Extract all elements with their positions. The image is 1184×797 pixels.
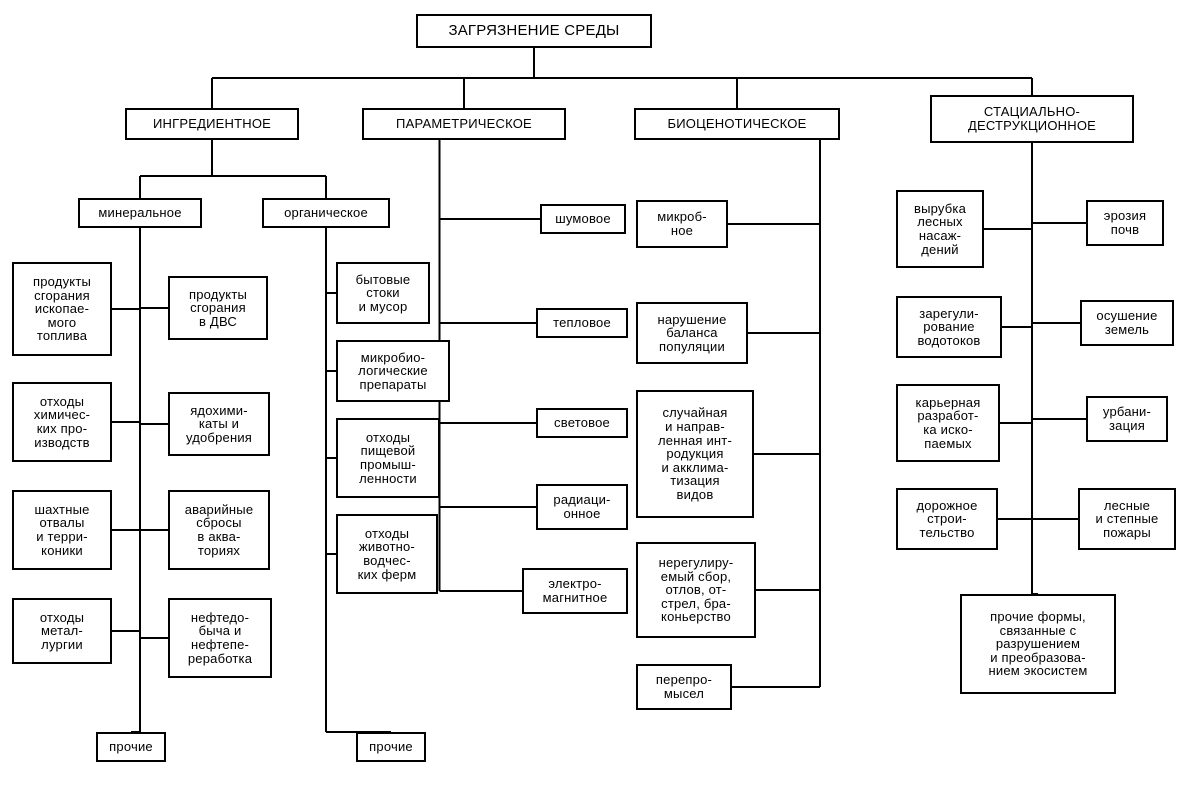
node-s4r: лесныеи степныепожары bbox=[1078, 488, 1176, 550]
node-dvs: продуктысгоранияв ДВС bbox=[168, 276, 268, 340]
node-o1: бытовыестокии мусор bbox=[336, 262, 430, 324]
node-p3: световое bbox=[536, 408, 628, 438]
node-p1: шумовое bbox=[540, 204, 626, 234]
node-s5: прочие формы,связанные сразрушениеми пре… bbox=[960, 594, 1116, 694]
node-s1l: вырубкалесныхнасаж-дений bbox=[896, 190, 984, 268]
node-o2: микробио-логическиепрепараты bbox=[336, 340, 450, 402]
node-o5: прочие bbox=[356, 732, 426, 762]
node-b1: микроб-ное bbox=[636, 200, 728, 248]
node-m4: отходыметал-лургии bbox=[12, 598, 112, 664]
node-bioc: БИОЦЕНОТИЧЕСКОЕ bbox=[634, 108, 840, 140]
node-p5: электро-магнитное bbox=[522, 568, 628, 614]
node-param: ПАРАМЕТРИЧЕСКОЕ bbox=[362, 108, 566, 140]
node-b2: нарушениебалансапопуляции bbox=[636, 302, 748, 364]
node-organic: органическое bbox=[262, 198, 390, 228]
node-avar: аварийныесбросыв аква-ториях bbox=[168, 490, 270, 570]
node-s2l: зарегули-рованиеводотоков bbox=[896, 296, 1002, 358]
pollution-tree-diagram: ЗАГРЯЗНЕНИЕ СРЕДЫ ИНГРЕДИЕНТНОЕ ПАРАМЕТРИЧ… bbox=[0, 0, 1184, 797]
node-s2r: осушениеземель bbox=[1080, 300, 1174, 346]
node-s3r: урбани-зация bbox=[1086, 396, 1168, 442]
node-b3: случайнаяи направ-ленная инт-родукцияи а… bbox=[636, 390, 754, 518]
node-s1r: эрозияпочв bbox=[1086, 200, 1164, 246]
node-root: ЗАГРЯЗНЕНИЕ СРЕДЫ bbox=[416, 14, 652, 48]
node-neft: нефтедо-быча инефтепе-реработка bbox=[168, 598, 272, 678]
node-mineral: минеральное bbox=[78, 198, 202, 228]
node-ingr: ИНГРЕДИЕНТНОЕ bbox=[125, 108, 299, 140]
node-p4: радиаци-онное bbox=[536, 484, 628, 530]
node-stac: СТАЦИАЛЬНО-ДЕСТРУКЦИОННОЕ bbox=[930, 95, 1134, 143]
node-o3: отходыпищевойпромыш-ленности bbox=[336, 418, 440, 498]
node-p2: тепловое bbox=[536, 308, 628, 338]
node-m3: шахтныеотвалыи терри-коники bbox=[12, 490, 112, 570]
node-b5: перепро-мысел bbox=[636, 664, 732, 710]
node-o4: отходыживотно-водчес-ких ферм bbox=[336, 514, 438, 594]
node-s3l: карьернаяразработ-ка иско-паемых bbox=[896, 384, 1000, 462]
node-s4l: дорожноестрои-тельство bbox=[896, 488, 998, 550]
node-yado: ядохими-каты иудобрения bbox=[168, 392, 270, 456]
node-m1: продуктысгоранияископае-моготоплива bbox=[12, 262, 112, 356]
node-b4: нерегулиру-емый сбор,отлов, от-стрел, бр… bbox=[636, 542, 756, 638]
node-m5: прочие bbox=[96, 732, 166, 762]
node-m2: отходыхимичес-ких про-изводств bbox=[12, 382, 112, 462]
